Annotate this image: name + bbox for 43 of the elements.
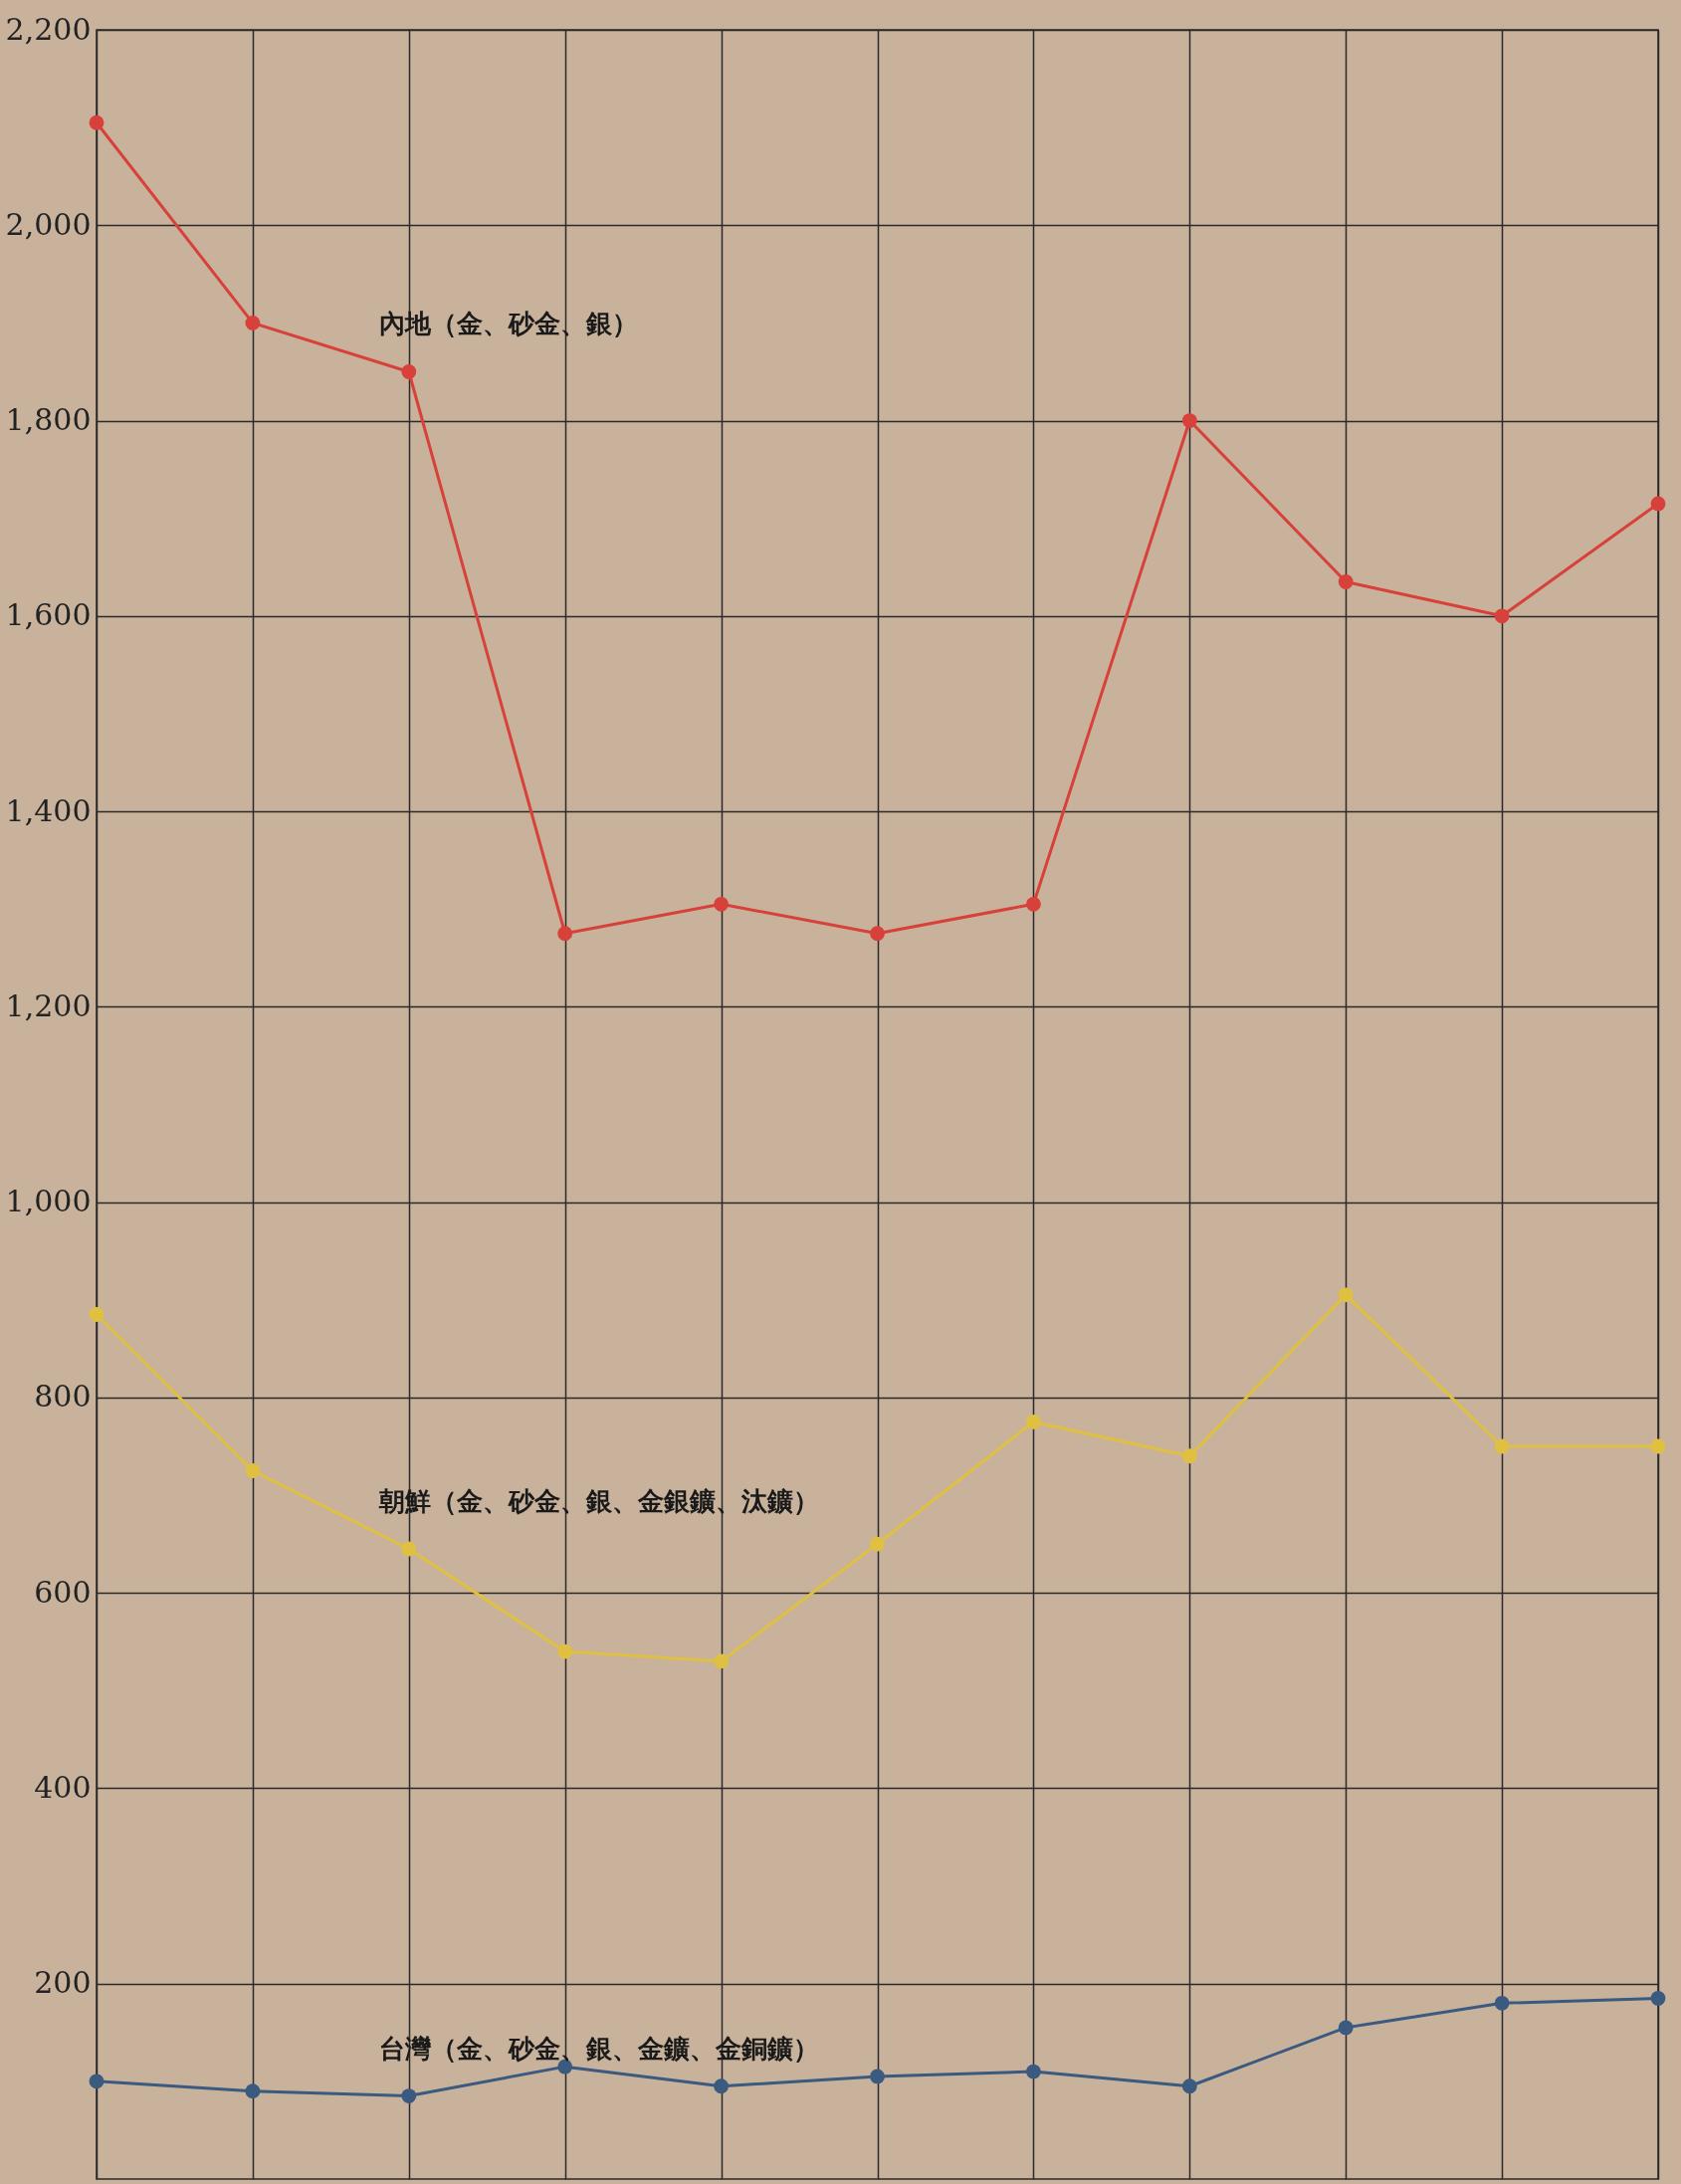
y-tick-label: 400 (34, 1769, 92, 1805)
point (870, 1536, 885, 1552)
point (1494, 608, 1510, 624)
point (870, 926, 885, 942)
y-tick-label: 1,600 (5, 597, 92, 633)
point (1338, 574, 1354, 589)
point (1650, 1991, 1666, 2006)
y-tick-label: 600 (34, 1574, 92, 1610)
point (401, 364, 417, 379)
point (557, 1643, 573, 1659)
point (714, 2078, 730, 2094)
point (1650, 496, 1666, 512)
point (245, 2083, 261, 2099)
y-tick-label: 800 (34, 1379, 92, 1415)
point (870, 2069, 885, 2084)
point (245, 316, 261, 330)
y-tick-label: 1,400 (5, 792, 92, 828)
y-tick-label: 1,000 (5, 1184, 92, 1219)
point (1494, 1438, 1510, 1454)
point (89, 2074, 105, 2089)
y-tick-label: 2,200 (5, 11, 92, 47)
point (1025, 1415, 1041, 1429)
point (401, 2088, 417, 2103)
point (1338, 1287, 1354, 1303)
y-tick-label: 1,200 (5, 987, 92, 1023)
point (714, 896, 730, 912)
point (557, 926, 573, 942)
point (245, 1463, 261, 1478)
point (714, 1653, 730, 1669)
y-tick-label: 200 (34, 1965, 92, 2001)
y-tick-label: 1,800 (5, 402, 92, 438)
point (1338, 2020, 1354, 2036)
point (1181, 413, 1197, 428)
point (1025, 2064, 1041, 2079)
point (1181, 1448, 1197, 1464)
point (1494, 1995, 1510, 2011)
point (89, 114, 105, 130)
point (1650, 1438, 1666, 1454)
y-tick-label: 2,000 (5, 206, 92, 242)
point (401, 1541, 417, 1557)
point (1181, 2078, 1197, 2094)
point (89, 1307, 105, 1322)
point (1025, 896, 1041, 912)
